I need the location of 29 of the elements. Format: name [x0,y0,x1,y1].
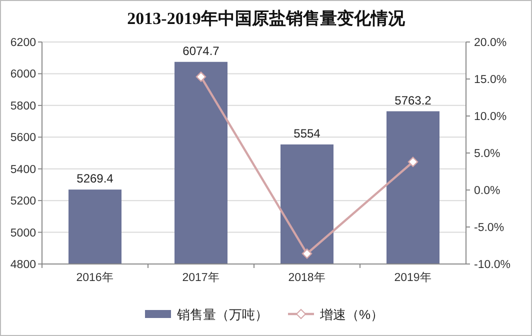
data-label: 5554 [294,126,321,140]
x-tick-label: 2016年 [76,271,114,284]
y-tick-label: 5800 [10,100,36,112]
y2-tick-label: 20.0% [474,37,507,49]
y2-tick-label: 0.0% [474,185,500,197]
data-label: 5763.2 [394,93,432,108]
data-label: 5269.4 [76,172,114,186]
y2-tick-label: 10.0% [474,111,507,123]
x-tick-label: 2017年 [182,271,220,284]
y-tick-label: 6000 [10,68,36,81]
x-tick-label: 2018年 [288,271,326,284]
data-label: 6074.7 [182,44,220,58]
y2-tick-label: -10.0% [474,259,510,271]
legend-label: 销售量（万吨） [176,307,268,322]
y-tick-label: 5400 [10,164,36,176]
chart-title: 2013-2019年中国原盐销售量变化情况 [127,9,406,28]
y-tick-label: 6200 [10,37,36,49]
point [196,72,206,82]
y-tick-label: 5200 [10,196,36,208]
y-tick-label: 4800 [10,259,36,271]
y-tick-label: 5600 [10,132,36,144]
y-tick-label: 5000 [10,227,36,240]
y2-tick-label: 5.0% [474,148,500,160]
y2-tick-label: 15.0% [474,74,507,86]
point [302,248,312,259]
legend-label: 增速（%） [319,307,384,322]
point [408,156,418,167]
x-tick-label: 2019年 [394,271,432,284]
y2-tick-label: -5.0% [474,222,504,234]
